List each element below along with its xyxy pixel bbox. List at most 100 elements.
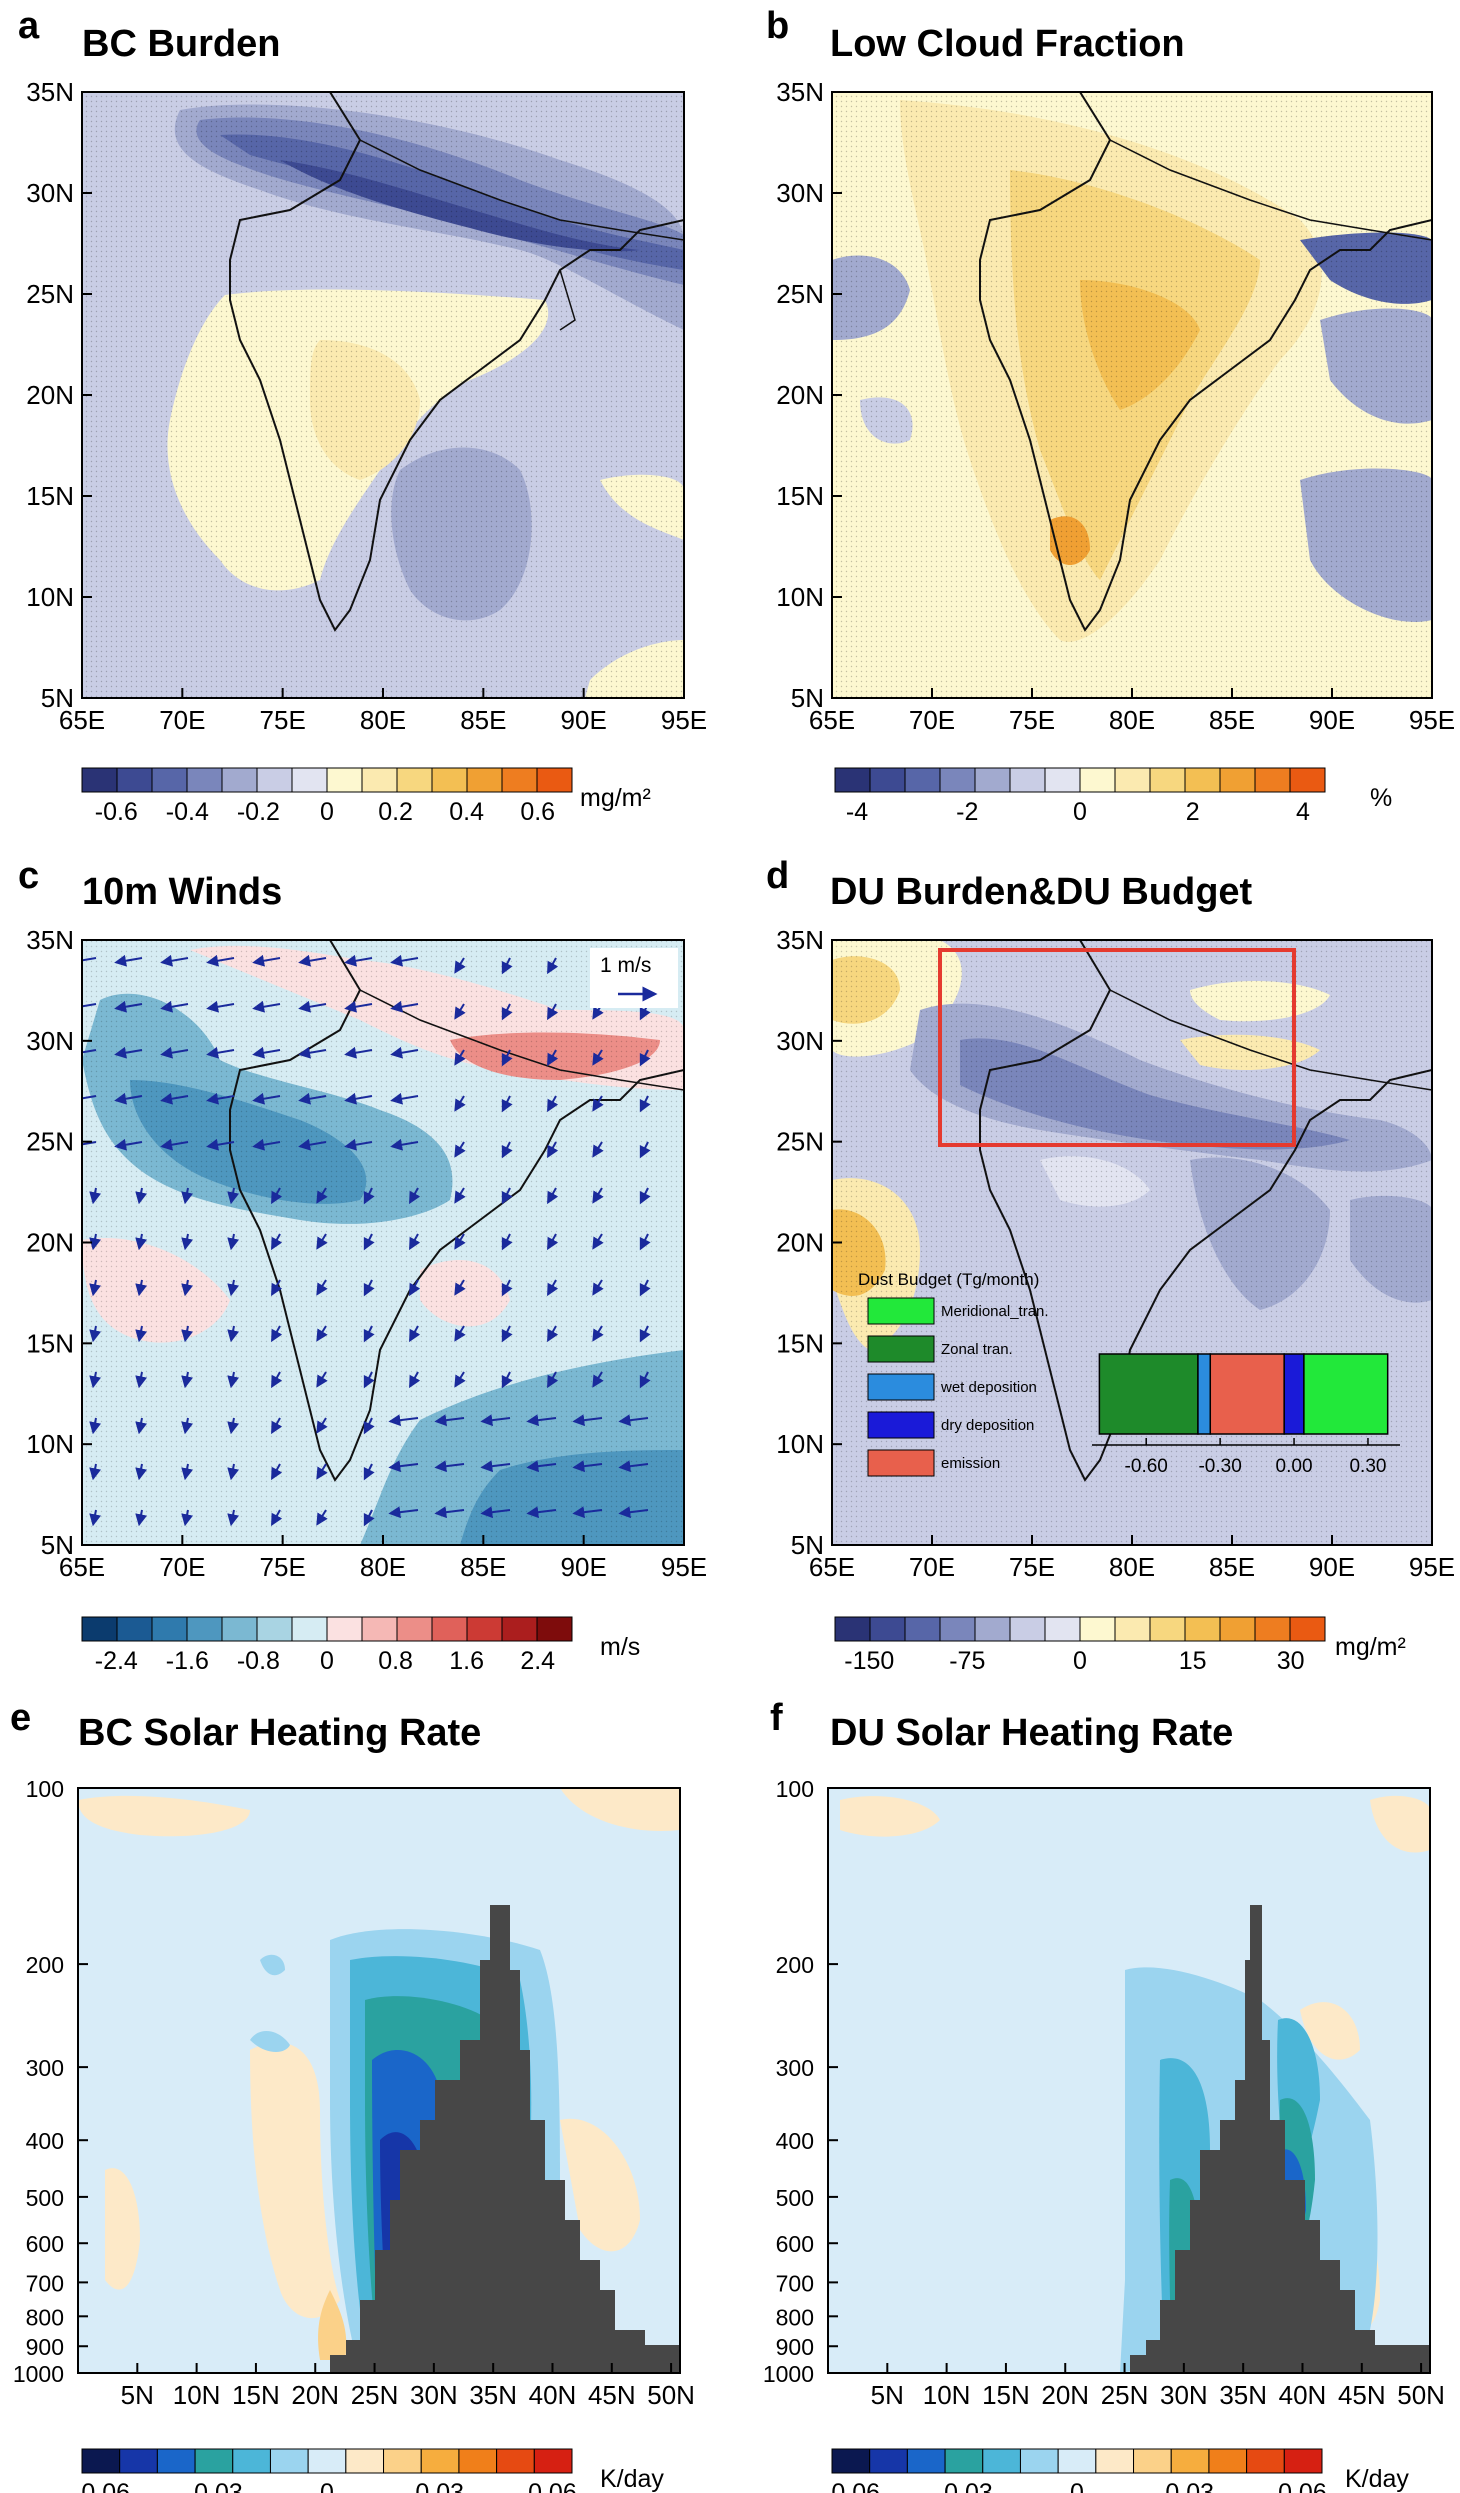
colorbar-label: 0.6	[520, 798, 555, 826]
wind-arrow	[639, 1371, 651, 1389]
wind-arrow	[434, 1460, 465, 1473]
colorbar-label: 0	[320, 798, 334, 826]
wind-arrow	[344, 1092, 373, 1105]
wind-arrow	[181, 1279, 194, 1297]
colorbar-swatch	[536, 767, 573, 793]
wind-arrow	[363, 1417, 375, 1435]
wind-arrow	[316, 1187, 328, 1204]
y-tick-label: 15N	[776, 481, 824, 511]
wind-arrow	[501, 1233, 513, 1251]
wind-arrow	[592, 1187, 604, 1204]
panel-f-letter: f	[770, 1697, 783, 1739]
y-tick-label: 200	[26, 1952, 64, 1978]
wind-arrow	[206, 1138, 235, 1151]
colorbar-label: -0.06	[823, 2479, 880, 2493]
wind-arrow	[639, 1095, 651, 1113]
wind-arrow	[252, 1092, 281, 1105]
wind-arrow	[639, 1141, 651, 1159]
colorbar-label: -0.4	[166, 798, 209, 826]
y-tick-label: 900	[776, 2334, 814, 2360]
wind-arrow	[298, 954, 327, 967]
reference-vector-label: 1 m/s	[600, 954, 651, 977]
colorbar-swatch	[1219, 767, 1256, 793]
wind-arrow	[82, 1049, 97, 1054]
wind-arrow	[227, 1279, 240, 1297]
y-tick-label: 25N	[26, 279, 74, 309]
y-tick-label: 35N	[26, 77, 74, 107]
colorbar-swatch	[1149, 1616, 1186, 1642]
wind-arrow	[135, 1509, 148, 1527]
budget-legend-label: Zonal tran.	[941, 1341, 1013, 1358]
colorbar-label: -150	[844, 1647, 894, 1675]
wind-arrow	[639, 1233, 651, 1251]
colorbar-swatch	[307, 2448, 347, 2474]
colorbar-label: -2.4	[95, 1647, 138, 1675]
wind-arrow	[390, 1046, 419, 1059]
colorbar-swatch	[232, 2448, 271, 2474]
colorbar-label: 0	[320, 2479, 334, 2493]
colorbar-label: -75	[949, 1647, 985, 1675]
x-tick-label: 40N	[529, 2380, 577, 2410]
wind-arrow	[298, 1138, 327, 1151]
colorbar-swatch	[151, 1616, 188, 1642]
colorbar-swatch	[974, 1616, 1011, 1642]
wind-arrow	[363, 1233, 375, 1251]
wind-arrow	[82, 1003, 97, 1008]
panel-b-colorbar: -4 -2 0 2 4%	[834, 767, 1392, 826]
budget-bar	[1197, 1353, 1212, 1435]
y-tick-label: 1000	[13, 2361, 64, 2387]
y-tick-label: 5N	[41, 683, 74, 713]
x-tick-label: 80E	[1109, 705, 1155, 735]
wind-arrow	[316, 1417, 328, 1434]
colorbar-swatch	[974, 767, 1011, 793]
wind-arrow	[89, 1463, 102, 1481]
wind-arrow	[547, 1371, 559, 1389]
x-tick-label: 65E	[809, 705, 855, 735]
x-tick-label: 95E	[661, 705, 707, 735]
x-tick-label: 45N	[588, 2380, 636, 2410]
dust-budget-inset: Dust Budget (Tg/month) Meridional_tran. Z…	[858, 1270, 1400, 1477]
panel-e-axes: 5N 10N 15N 20N 25N 30N 35N 40N 45N 50N 100 200 300 40…	[13, 1776, 695, 2410]
colorbar-swatch	[1254, 1616, 1291, 1642]
x-tick-label: 85E	[460, 705, 506, 735]
wind-arrow	[227, 1417, 240, 1435]
wind-arrow	[135, 1325, 148, 1343]
colorbar-label: 0.06	[1278, 2479, 1327, 2493]
colorbar-label: -0.6	[95, 798, 138, 826]
colorbar-swatch	[81, 767, 118, 793]
wind-arrow	[618, 1414, 649, 1427]
panel-b-letter: b	[766, 5, 789, 47]
x-tick-label: 85E	[1209, 705, 1255, 735]
colorbar-label: 0.06	[528, 2479, 577, 2493]
x-tick-label: 90E	[1309, 705, 1355, 735]
wind-arrow	[181, 1371, 194, 1389]
colorbar-swatch	[431, 1616, 468, 1642]
wind-arrow	[206, 1046, 235, 1059]
panel-c-axes: 65E 70E 75E 80E 85E 90E 95E 5N 10N 15N 20N 25N 30N 35…	[26, 925, 707, 1582]
panel-a-title: BC Burden	[82, 23, 280, 65]
panel-b-field	[832, 92, 1432, 698]
colorbar-units: %	[1370, 784, 1392, 812]
panel-e: e BC Solar Heating Rate 5N 10N 15N 20N 25N 30…	[10, 1697, 695, 2493]
colorbar-label: 0	[1073, 798, 1087, 826]
wind-arrow	[135, 1417, 148, 1435]
colorbar-swatch	[1246, 2448, 1285, 2474]
panel-e-frame	[77, 1787, 681, 2374]
colorbar-label: 30	[1277, 1647, 1305, 1675]
colorbar-swatch	[1133, 2448, 1172, 2474]
wind-arrow	[316, 1325, 328, 1342]
x-tick-label: 80E	[1109, 1552, 1155, 1582]
colorbar-swatch	[1019, 2448, 1059, 2474]
colorbar-swatch	[501, 767, 538, 793]
wind-arrow	[271, 1187, 283, 1205]
wind-arrow	[547, 1325, 559, 1343]
wind-arrow	[501, 1279, 513, 1297]
panel-d-field	[832, 940, 1432, 1545]
colorbar-swatch	[982, 2448, 1021, 2474]
wind-arrow	[388, 1460, 419, 1473]
colorbar-swatch	[361, 767, 398, 793]
colorbar-swatch	[1044, 767, 1081, 793]
wind-arrow	[363, 1371, 375, 1389]
x-tick-label: 65E	[59, 1552, 105, 1582]
